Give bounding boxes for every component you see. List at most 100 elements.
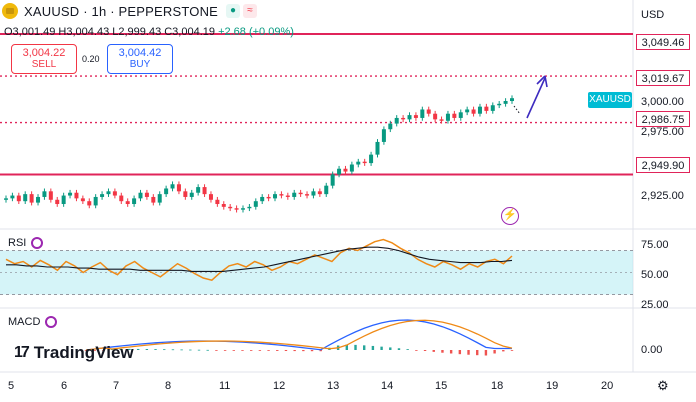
candle-body (93, 196, 98, 206)
macd-label[interactable]: MACD (8, 316, 58, 328)
symbol-price-tag: XAUUSD (588, 92, 632, 108)
candle-body (234, 208, 239, 210)
buy-label: BUY (129, 59, 151, 70)
price-tick: 2,975.00 (641, 126, 684, 138)
macd-histogram-bar (493, 350, 496, 354)
sell-label: SELL (31, 59, 57, 70)
projection-dots (513, 105, 521, 115)
macd-histogram-bar (241, 350, 244, 351)
macd-histogram-bar (119, 348, 122, 350)
rsi-label[interactable]: RSI (8, 237, 44, 249)
macd-histogram-bar (458, 350, 462, 355)
price-tick: 2,925.00 (641, 190, 684, 202)
currency-selector[interactable]: USD (641, 9, 665, 21)
candle-body (176, 184, 181, 192)
price-change: +2.68 (+0.09%) (218, 26, 294, 38)
rsi-tick: 75.00 (641, 239, 669, 251)
candle-body (138, 192, 143, 199)
arrow-head-icon (536, 75, 548, 88)
candle-body (458, 112, 463, 118)
tradingview-logo: 17 TradingView (14, 343, 134, 363)
macd-histogram-bar (302, 350, 305, 352)
sell-button[interactable]: 3,004.22 SELL (11, 44, 77, 74)
macd-histogram-bar (267, 350, 270, 351)
candle-body (100, 194, 105, 197)
candle-body (369, 154, 374, 164)
macd-histogram-bar (397, 348, 401, 350)
candle-body (343, 168, 348, 172)
delay-indicator-icon[interactable]: ≈ (243, 4, 258, 18)
candle-body (356, 161, 361, 165)
candle-body (183, 191, 188, 197)
candle-body (29, 194, 34, 203)
buy-button[interactable]: 3,004.42 BUY (107, 44, 173, 74)
macd-histogram-bar (136, 348, 140, 350)
sell-price: 3,004.22 (22, 47, 66, 59)
candle-body (311, 191, 316, 196)
candle-body (349, 164, 354, 172)
level-tag-2986: 2,986.75 (636, 111, 690, 127)
macd-histogram-bar (371, 345, 375, 350)
macd-histogram-bar (345, 344, 349, 350)
macd-histogram-bar (310, 350, 314, 352)
flash-icon[interactable]: ⚡ (501, 207, 519, 225)
macd-histogram-bar (423, 350, 427, 351)
candle-body (240, 208, 245, 210)
candle-body (202, 187, 207, 195)
time-label: 7 (113, 380, 120, 392)
candle-body (74, 192, 79, 199)
macd-histogram-bar (215, 350, 218, 351)
macd-histogram-bar (389, 347, 392, 350)
spread-value: 0.20 (82, 54, 100, 64)
macd-histogram-bar (223, 350, 227, 351)
candle-body (317, 191, 322, 195)
time-label: 14 (381, 380, 394, 392)
candle-body (490, 105, 495, 111)
candle-body (196, 187, 201, 193)
time-label: 13 (327, 380, 340, 392)
indicator-settings-icon[interactable] (31, 237, 44, 249)
price-tick: 3,000.00 (641, 96, 684, 108)
level-tag-3049: 3,049.46 (636, 34, 690, 50)
candle-body (61, 195, 66, 205)
macd-histogram-bar (476, 350, 479, 356)
time-label: 12 (273, 380, 286, 392)
time-label: 19 (546, 380, 559, 392)
macd-histogram-bar (180, 349, 183, 351)
candle-body (510, 98, 514, 102)
symbol-title[interactable]: XAUUSD · 1h · PEPPERSTONE (24, 3, 219, 19)
candle-body (112, 191, 117, 196)
candle-body (87, 201, 92, 206)
time-label: 8 (165, 380, 172, 392)
macd-histogram-bar (206, 349, 209, 351)
rsi-tick: 50.00 (641, 269, 669, 281)
rsi-ma-line (6, 246, 513, 272)
macd-histogram-bar (93, 350, 96, 351)
candle-body (362, 161, 367, 164)
macd-histogram-bar (284, 350, 288, 352)
candle-body (381, 129, 386, 142)
candle-body (151, 196, 156, 203)
macd-histogram-bar (406, 349, 409, 350)
macd-histogram-bar (102, 350, 105, 351)
candle-body (452, 113, 457, 118)
candle-body (157, 194, 162, 203)
candle-body (189, 192, 194, 197)
indicator-settings-icon[interactable] (45, 316, 58, 328)
time-label: 15 (435, 380, 448, 392)
macd-histogram-bar (415, 350, 418, 351)
macd-histogram-bar (171, 349, 175, 351)
market-open-dot-icon[interactable]: ● (226, 4, 241, 18)
candle-body (503, 101, 508, 104)
macd-histogram-bar (502, 350, 505, 352)
candle-body (125, 201, 130, 205)
macd-histogram-bar (145, 349, 149, 350)
candle-body (477, 106, 482, 114)
candle-body (221, 204, 226, 207)
candle-body (292, 192, 297, 197)
candle-body (298, 192, 303, 195)
candle-body (285, 195, 290, 197)
candle-body (330, 174, 335, 186)
gear-icon[interactable]: ⚙ (657, 378, 669, 393)
